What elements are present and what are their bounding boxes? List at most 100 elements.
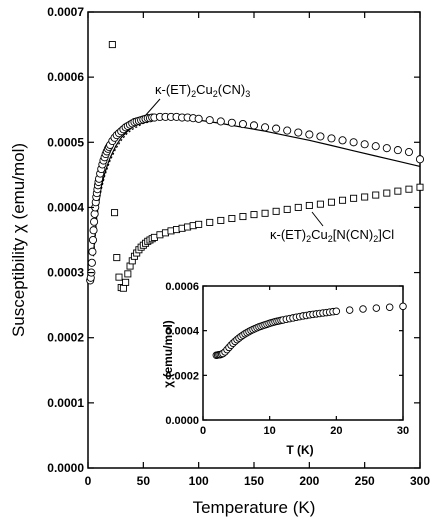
main-point-square	[122, 278, 130, 286]
label-cl-a: κ-(ET)	[270, 227, 306, 242]
inset-x-tick-label: 0	[200, 425, 206, 437]
label-cl-d: ]Cl	[378, 227, 394, 242]
inset-y-tick-label: 0.0004	[165, 326, 200, 338]
inset-y-axis-label: χ (emu/mol)	[161, 320, 175, 388]
inset-x-axis-label: T (K)	[286, 443, 313, 457]
main-point-circle	[316, 132, 325, 141]
label-cl-c: [N(CN)	[333, 227, 373, 242]
main-point-square	[115, 273, 123, 281]
label-cu2cn3-a: κ-(ET)	[155, 82, 191, 97]
label-cu2cn3-sub1: 2	[191, 89, 196, 99]
main-point-square	[327, 198, 335, 206]
label-cu2cn3-c: (CN)	[218, 82, 245, 97]
main-point-circle	[89, 226, 98, 235]
main-y-tick-label: 0.0000	[47, 461, 84, 475]
main-y-axis-label: Susceptibility χ (emu/mol)	[9, 143, 28, 337]
inset-x-tick-label: 20	[330, 425, 342, 437]
main-y-tick-label: 0.0004	[47, 200, 84, 214]
main-x-tick-label: 0	[85, 474, 92, 488]
main-point-square	[250, 211, 258, 219]
inset-x-tick-label: 10	[264, 425, 276, 437]
main-x-tick-label: 100	[189, 474, 209, 488]
inset-point-circle	[359, 305, 367, 313]
inset-x-tick-label: 30	[397, 425, 409, 437]
main-point-square	[294, 203, 302, 211]
main-point-square	[272, 207, 280, 215]
main-point-circle	[327, 134, 336, 143]
inset-background	[162, 278, 410, 446]
main-point-square	[217, 216, 225, 224]
main-x-tick-label: 250	[355, 474, 375, 488]
inset-plot: 0 10 20 30 0.0000 0.0002 0.0004 0.0006 T (K) χ…	[161, 278, 410, 457]
label-cl-sub3: 2	[373, 234, 378, 244]
main-y-tick-label: 0.0003	[47, 266, 84, 280]
inset-point-circle	[332, 307, 341, 315]
main-x-tick-label: 150	[244, 474, 264, 488]
main-point-square	[108, 41, 116, 49]
inset-x-ticks: 0 10 20 30	[200, 286, 409, 437]
main-point-square	[383, 189, 391, 197]
main-point-square	[113, 254, 121, 262]
main-point-square	[372, 191, 380, 199]
label-cl-b: Cu	[311, 227, 328, 242]
main-point-square	[405, 185, 413, 193]
main-x-axis-label: Temperature (K)	[193, 498, 316, 517]
inset-point-circle	[345, 306, 354, 314]
inset-plot-frame	[202, 285, 404, 421]
main-point-square	[339, 196, 347, 204]
main-point-square	[195, 220, 203, 228]
main-point-square	[261, 209, 269, 217]
main-point-square	[350, 194, 358, 202]
main-x-tick-label: 50	[137, 474, 151, 488]
main-point-circle	[404, 148, 413, 157]
main-point-circle	[90, 217, 99, 226]
main-point-circle	[382, 144, 391, 153]
main-y-tick-label: 0.0005	[47, 135, 84, 149]
pointer-cu2cn3	[144, 98, 161, 117]
label-cu2cn3: κ-(ET)2Cu2(CN)3	[155, 82, 250, 99]
main-point-circle	[338, 136, 347, 145]
main-y-ticks: 0.0000 0.0001 0.0002 0.0003 0.0004 0.0005 0.00…	[47, 5, 420, 475]
main-x-tick-label: 300	[410, 474, 430, 488]
label-cl-sub2: 2	[328, 234, 333, 244]
main-y-tick-label: 0.0006	[47, 70, 84, 84]
main-point-circle	[194, 114, 203, 123]
label-cu2cn3-sub2: 2	[213, 89, 218, 99]
label-cu2cn3-sub3: 3	[245, 89, 250, 99]
main-point-circle	[88, 247, 97, 256]
main-point-circle	[88, 235, 98, 245]
main-point-square	[361, 193, 369, 201]
main-y-tick-label: 0.0001	[47, 396, 84, 410]
main-point-circle	[249, 121, 259, 130]
main-y-tick-label: 0.0007	[47, 5, 84, 19]
inset-y-ticks: 0.0000 0.0002 0.0004 0.0006	[165, 281, 403, 427]
main-point-circle	[360, 140, 369, 149]
main-point-circle	[349, 138, 358, 147]
main-plot: 0 50 100 150 200 250 300 0.00000.00010.00020.0…	[9, 5, 430, 517]
inset-y-tick-label: 0.0000	[165, 415, 199, 427]
label-cu2cn3-b: Cu	[196, 82, 213, 97]
main-x-ticks: 0 50 100 150 200 250 300	[85, 12, 430, 488]
inset-point-circle	[399, 302, 407, 311]
main-point-square	[124, 270, 132, 278]
main-y-tick-label: 0.0002	[47, 331, 84, 345]
main-point-circle	[415, 155, 425, 164]
main-point-circle	[205, 116, 214, 125]
main-point-square	[416, 183, 424, 191]
main-point-circle	[261, 123, 270, 132]
inset-point-circle	[372, 304, 381, 312]
pointer-cl	[311, 211, 324, 227]
main-point-square	[283, 205, 291, 213]
main-point-square	[316, 200, 324, 208]
main-point-square	[111, 209, 119, 217]
main-point-circle	[283, 126, 292, 135]
main-point-circle	[371, 142, 380, 151]
main-point-circle	[393, 146, 402, 155]
main-point-square	[228, 214, 236, 223]
inset-y-tick-label: 0.0006	[165, 281, 199, 293]
main-fit-dotted-curve	[92, 117, 188, 257]
main-point-circle	[227, 118, 236, 127]
main-point-circle	[305, 130, 314, 139]
inset-data-points	[212, 302, 407, 359]
